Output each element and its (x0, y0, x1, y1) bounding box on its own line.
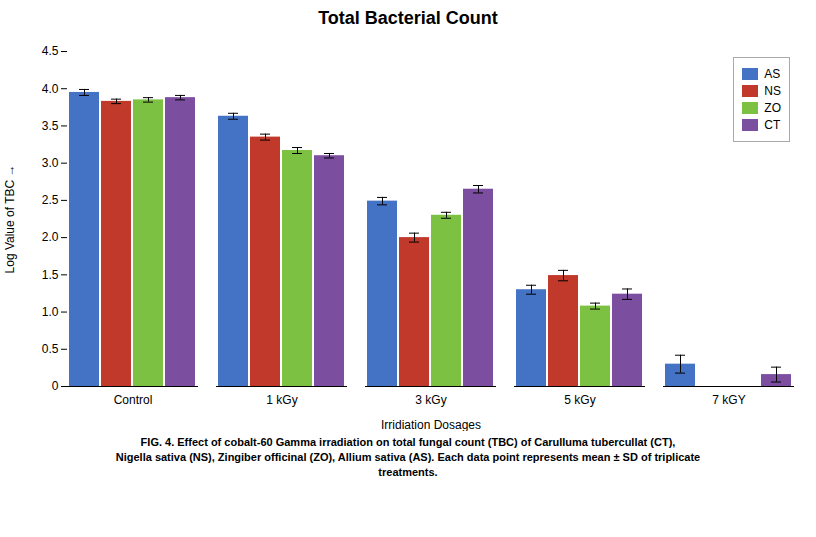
html-text:CT: CT (764, 118, 781, 132)
svg-text:4.0: 4.0 (42, 82, 59, 96)
html-text:AS: AS (764, 67, 781, 81)
svg-text:5 kGy: 5 kGy (564, 393, 595, 407)
svg-text:2.5: 2.5 (42, 193, 59, 207)
svg-text:1.5: 1.5 (42, 268, 59, 282)
svg-text:Control: Control (114, 393, 153, 407)
svg-text:1.0: 1.0 (42, 305, 59, 319)
svg-text:3 kGy: 3 kGy (415, 393, 446, 407)
svg-text:4.5: 4.5 (42, 44, 59, 58)
svg-text:0: 0 (52, 379, 59, 393)
svg-text:3.0: 3.0 (42, 156, 59, 170)
svg-text:0.5: 0.5 (42, 342, 59, 356)
svg-text:7 kGY: 7 kGY (712, 393, 745, 407)
svg-text:1 kGy: 1 kGy (266, 393, 297, 407)
html-text:ZO: ZO (764, 101, 781, 115)
svg-text:3.5: 3.5 (42, 119, 59, 133)
html-text:Total Bacterial Count: Total Bacterial Count (318, 8, 498, 28)
html-text:FIG. 4. Effect of cobalt-60 Ga: FIG. 4. Effect of cobalt-60 Gamma irradi… (140, 436, 676, 448)
svg-text:2.0: 2.0 (42, 230, 59, 244)
svg-text:Log Value of TBC →: Log Value of TBC → (3, 165, 17, 274)
html-text:NS: NS (764, 84, 781, 98)
svg-text:Irridiation Dosages: Irridiation Dosages (381, 418, 481, 432)
html-text:treatments.: treatments. (378, 466, 438, 478)
html-text:Nigella sativa (NS), Zingiber: Nigella sativa (NS), Zingiber officinal … (115, 451, 701, 463)
